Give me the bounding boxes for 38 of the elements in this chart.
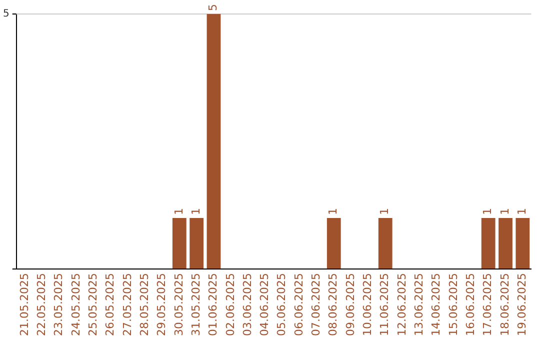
- x-tick-label: 19.06.2025: [516, 273, 529, 336]
- x-tick-label: 14.06.2025: [430, 273, 443, 336]
- data-label: 1: [326, 208, 340, 216]
- x-tick-label: 21.05.2025: [18, 273, 31, 336]
- x-tick-label: 13.06.2025: [412, 273, 426, 336]
- data-label: 1: [498, 208, 512, 216]
- x-tick-label: 10.06.2025: [361, 273, 374, 336]
- data-label: 1: [481, 208, 494, 216]
- x-tick-label: 02.06.2025: [224, 273, 237, 336]
- x-tick-label: 29.05.2025: [155, 273, 168, 336]
- data-label: 1: [189, 208, 202, 216]
- x-tick-label: 12.06.2025: [395, 273, 408, 336]
- x-tick-label: 03.06.2025: [240, 273, 254, 336]
- x-tick-label: 07.06.2025: [310, 273, 323, 336]
- x-tick-label: 08.06.2025: [326, 273, 340, 336]
- x-tick-label: 31.05.2025: [189, 273, 202, 336]
- x-tick-label: 09.06.2025: [344, 273, 357, 336]
- x-tick-label: 22.05.2025: [34, 273, 48, 336]
- x-tick-label: 27.05.2025: [120, 273, 134, 336]
- x-tick-label: 28.05.2025: [138, 273, 151, 336]
- x-tick-label: 01.06.2025: [206, 273, 220, 336]
- x-tick-label: 24.05.2025: [69, 273, 82, 336]
- data-label: 1: [516, 208, 529, 216]
- x-tick-label: 15.06.2025: [446, 273, 460, 336]
- x-tick-label: 11.06.2025: [378, 273, 392, 336]
- data-label: 1: [378, 208, 392, 216]
- data-label: 5: [206, 4, 220, 11]
- x-tick-label: 06.06.2025: [292, 273, 306, 336]
- x-tick-label: 18.06.2025: [498, 273, 512, 336]
- x-tick-label: 17.06.2025: [481, 273, 494, 336]
- x-tick-label: 26.05.2025: [104, 273, 117, 336]
- x-tick-label: 30.05.2025: [172, 273, 186, 336]
- x-tick-label: 25.05.2025: [86, 273, 100, 336]
- x-tick-label: 04.06.2025: [258, 273, 272, 336]
- x-tick-label: 16.06.2025: [464, 273, 478, 336]
- data-label: 1: [172, 208, 186, 216]
- x-tick-label: 05.06.2025: [275, 273, 288, 336]
- x-tick-label: 23.05.2025: [52, 273, 66, 336]
